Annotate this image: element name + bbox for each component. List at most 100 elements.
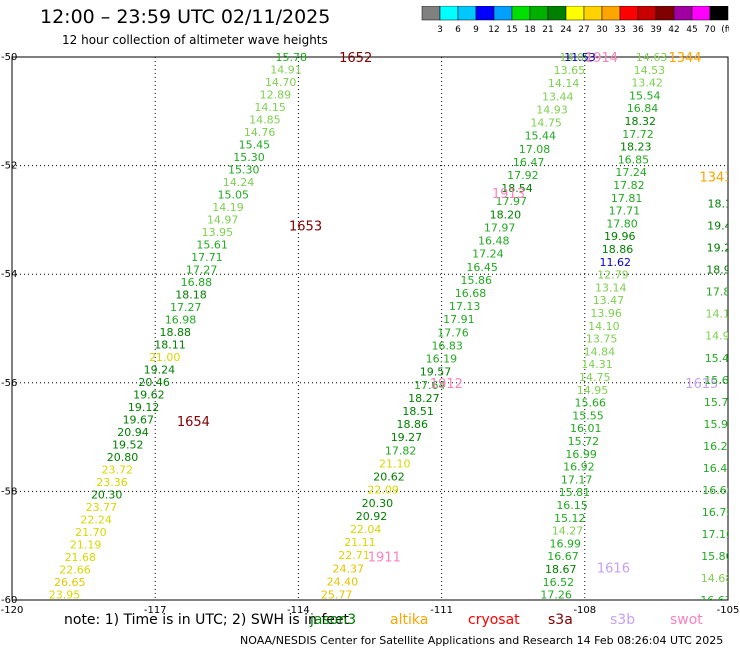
swh-value-label: 19.40 [707,220,739,233]
pass-time-label: 1911 [368,551,401,566]
swh-value-label: 15.45 [239,139,271,152]
swh-value-label: 14.63 [636,51,668,64]
swh-value-label: 24.40 [327,575,359,588]
swh-value-label: 14.00 [560,51,592,64]
swh-value-label: 18.23 [620,141,652,154]
pass-time-label: 1912 [430,377,463,392]
swh-value-label: 15.78 [275,51,307,64]
swh-value-label: 17.17 [561,473,593,486]
swh-value-label: 18.86 [397,418,429,431]
colorbar-label: 70 [704,25,716,34]
swh-value-label: 16.84 [627,102,659,115]
colorbar-label: 45 [686,25,697,34]
swh-value-label: 13.47 [593,294,625,307]
swh-value-label: 15.90 [703,418,735,431]
swh-value-label: 20.46 [138,376,170,389]
x-tick-label: -120 [1,605,24,616]
swh-value-label: 18.54 [501,182,533,195]
swh-value-label: 17.27 [170,301,202,314]
y-tick-label: -60 [1,595,17,606]
swh-value-label: 16.48 [478,235,510,248]
pass-time-label: 1615 [685,377,718,392]
swh-value-label: 16.99 [565,448,597,461]
swh-value-label: 15.44 [525,130,557,143]
swh-value-label: 17.97 [495,195,527,208]
swh-value-label: 26.65 [54,576,86,589]
swh-value-label: 22.71 [338,549,370,562]
colorbar-label: 33 [614,25,625,34]
swh-value-label: 20.92 [356,510,388,523]
swh-value-label: 16.67 [700,594,732,607]
swh-value-label: 13.96 [590,307,622,320]
swh-value-label: 16.92 [563,461,595,474]
swh-value-label: 19.62 [133,389,165,402]
swh-value-label: 17.71 [609,205,641,218]
swh-value-label: 13.75 [586,333,618,346]
swh-value-label: 13.65 [554,64,586,77]
swh-value-label: 14.10 [705,308,737,321]
swh-value-label: 14.68 [701,572,733,585]
swh-value-label: 11.62 [600,256,632,269]
swh-value-label: 17.24 [472,248,504,261]
swh-value-label: 20.62 [373,471,405,484]
swh-value-label: 21.00 [149,351,181,364]
swh-value-label: 13.42 [631,77,663,90]
swh-value-label: 15.70 [704,396,736,409]
y-tick-label: -52 [1,161,17,172]
swh-value-label: 17.81 [611,192,643,205]
swh-value-label: 19.27 [391,431,423,444]
swh-value-label: 14.24 [223,176,255,189]
colorbar-label: 27 [578,25,589,34]
x-tick-label: -105 [717,605,740,616]
swh-value-label: 14.31 [581,358,613,371]
swh-value-label: 13.44 [542,90,574,103]
swh-value-label: 17.92 [507,169,539,182]
swh-value-label: 17.80 [606,217,638,230]
swh-value-label: 14.85 [249,114,281,127]
colorbar-label: 18 [524,25,536,34]
swh-value-label: 16.20 [703,440,735,453]
colorbar-label: 3 [437,25,443,34]
swh-value-label: 15.54 [629,89,661,102]
y-tick-label: -56 [1,378,17,389]
swh-value-label: 20.94 [117,426,149,439]
swh-value-label: 15.60 [704,374,736,387]
swh-value-label: 17.26 [540,589,572,602]
swh-value-label: 16.01 [570,422,602,435]
swh-value-label: 16.99 [550,537,582,550]
swh-value-label: 14.70 [265,76,297,89]
swh-value-label: 20.30 [362,497,394,510]
swh-value-label: 21.19 [70,539,102,552]
colorbar-label: 6 [455,25,461,34]
swh-value-label: 18.86 [602,243,634,256]
plot-frame [11,56,729,601]
swh-value-label: 21.70 [75,526,107,539]
swh-value-label: 15.30 [228,164,260,177]
swh-value-label: 17.97 [484,221,516,234]
swh-value-label: 14.15 [254,101,286,114]
y-tick-label: -54 [1,269,17,280]
x-tick-label: -114 [287,605,310,616]
swh-value-label: 15.05 [217,189,249,202]
swh-value-label: 16.45 [466,261,498,274]
swh-value-label: 14.10 [588,320,620,333]
pass-time-label: 1652 [339,51,372,66]
swh-value-label: 17.71 [191,251,223,264]
swh-value-label: 13.95 [202,226,234,239]
swh-value-label: 14.91 [270,64,302,77]
swh-value-label: 14.90 [705,330,737,343]
swh-value-label: 16.98 [165,314,197,327]
swh-value-label: 17.24 [615,166,647,179]
swh-value-label: 17.13 [449,300,481,313]
swh-value-label: 18.32 [625,115,657,128]
swh-value-label: 14.75 [579,371,611,384]
swh-value-label: 16.68 [455,287,487,300]
swh-value-label: 18.88 [159,326,191,339]
swh-value-label: 14.76 [244,126,276,139]
pass-time-label: 1343 [700,170,733,185]
swh-value-label: 23.36 [96,476,128,489]
swh-value-label: 23.95 [49,589,81,602]
swh-value-label: 15.12 [554,512,586,525]
swh-value-label: 12.79 [597,269,629,282]
x-tick-label: -111 [430,605,453,616]
